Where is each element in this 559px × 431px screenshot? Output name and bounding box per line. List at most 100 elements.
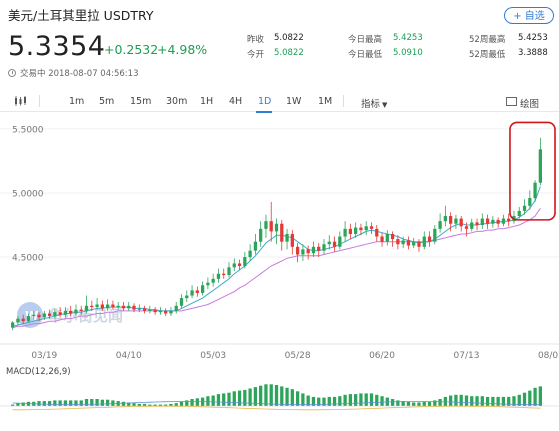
macd-bar (401, 401, 405, 406)
candle-body (295, 246, 300, 255)
candle-body (538, 149, 542, 183)
candle-body (243, 257, 247, 267)
candle-body (301, 249, 305, 255)
macd-bar (148, 404, 152, 406)
toolbar-divider (343, 95, 344, 107)
candle-body (385, 233, 389, 242)
candle-body (111, 304, 115, 308)
candle-body (390, 233, 395, 240)
period-1w[interactable]: 1W (286, 96, 302, 107)
macd-bar (512, 396, 516, 406)
candle-body (311, 246, 316, 254)
candle-body (306, 249, 310, 254)
candle-body (58, 312, 62, 315)
macd-bar (137, 403, 141, 406)
macd-bar (396, 400, 400, 406)
macd-bar (127, 402, 131, 406)
macd-bar (464, 395, 469, 406)
period-1m[interactable]: 1m (69, 96, 85, 107)
candle-body (501, 218, 506, 224)
candle-body (142, 308, 147, 311)
macd-bar (485, 396, 490, 406)
macd-bar (142, 403, 147, 406)
candle-body (237, 263, 242, 267)
candle-body (364, 226, 368, 231)
candle-body (200, 285, 205, 293)
macd-bar (496, 396, 500, 406)
candlestick-type-icon[interactable] (14, 96, 27, 106)
x-axis: 03/19 04/10 05/03 05/28 06/20 07/13 08/07 (31, 351, 559, 361)
macd-bar (470, 396, 474, 406)
macd-bar (311, 396, 316, 406)
draw-tool-label[interactable]: 绘图 (520, 99, 540, 110)
candle-body (427, 236, 432, 242)
period-1d[interactable]: 1D (258, 96, 272, 107)
candle-body (227, 267, 231, 276)
macd-bar (174, 403, 178, 406)
x-tick-label: 08/07 (538, 351, 559, 361)
candle-body (422, 236, 426, 247)
candle-body (248, 250, 252, 258)
macd-bar (195, 398, 199, 406)
candle-body (195, 290, 199, 293)
macd-bar (380, 396, 384, 406)
candle-body (132, 305, 136, 310)
x-tick-label: 06/20 (369, 351, 395, 361)
macd-bar (317, 397, 321, 406)
candle-body (153, 309, 157, 313)
macd-bar (211, 395, 215, 406)
candle-body (169, 310, 173, 314)
macd-bar (121, 401, 126, 406)
candle-body (69, 310, 73, 314)
period-1mo[interactable]: 1M (318, 96, 333, 107)
highlight-box (509, 121, 556, 221)
macd-bar (69, 400, 73, 406)
candle-body (406, 240, 411, 246)
macd-bar (237, 390, 242, 406)
add-watchlist-button[interactable]: + 自选 (504, 7, 554, 24)
macd-chart[interactable] (0, 376, 559, 428)
candle-body (317, 246, 321, 251)
candle-body (116, 305, 120, 308)
indicator-label: 指标 (361, 99, 381, 110)
candle-body (211, 278, 215, 283)
period-15m[interactable]: 15m (130, 96, 152, 107)
macd-bar (285, 387, 289, 406)
macd-bar (332, 396, 337, 406)
candle-body (222, 273, 226, 276)
macd-bar (290, 389, 294, 406)
candle-body (475, 222, 479, 225)
macd-bar (354, 394, 358, 406)
indicator-dropdown[interactable]: 指标 ▼ (361, 96, 387, 110)
macd-bar (327, 396, 331, 406)
macd-bar (79, 400, 83, 406)
candle-body (259, 228, 263, 242)
macd-bar (480, 396, 484, 406)
draw-tool-icon[interactable] (506, 97, 517, 106)
macd-bar (538, 386, 542, 406)
x-tick-label: 05/03 (200, 351, 226, 361)
candle-body (438, 221, 442, 229)
macd-bar (53, 400, 57, 406)
period-5m[interactable]: 5m (99, 96, 115, 107)
stat-label-day-high: 今日最高 (348, 35, 383, 45)
candle-body (179, 298, 184, 306)
candle-body (21, 318, 25, 322)
candle-body (74, 309, 78, 314)
candle-body (485, 218, 490, 224)
stat-label-52w-low: 52周最低 (469, 50, 506, 60)
macd-bar (153, 404, 157, 406)
period-4h[interactable]: 4H (229, 96, 243, 107)
macd-bar (95, 399, 99, 406)
period-1h[interactable]: 1H (200, 96, 214, 107)
macd-bar (185, 400, 189, 406)
x-tick-label: 07/13 (454, 351, 480, 361)
candle-body (369, 226, 374, 229)
stat-value-open: 5.0822 (274, 48, 304, 58)
trading-time-text: 交易中 2018-08-07 04:56:13 (20, 69, 139, 79)
period-30m[interactable]: 30m (166, 96, 188, 107)
candle-body (528, 198, 532, 206)
candle-body (79, 309, 83, 311)
macd-bar (90, 399, 94, 406)
